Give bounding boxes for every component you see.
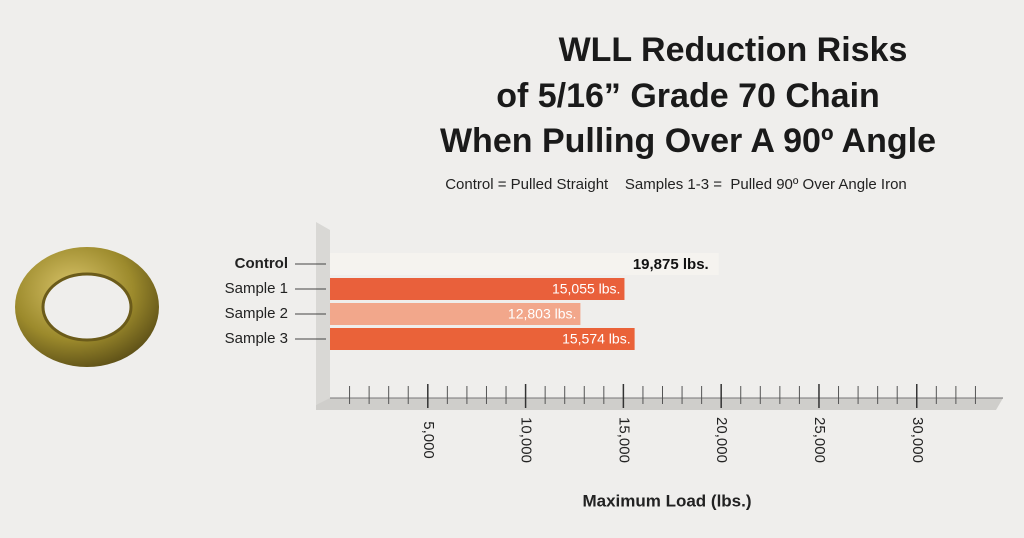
x-tick-label: 5,000	[420, 421, 437, 459]
y-tick-label: Sample 2	[225, 305, 288, 322]
axis-floor	[316, 398, 1003, 410]
x-tick-label: 25,000	[811, 417, 828, 463]
chart-title: When Pulling Over A 90º Angle	[440, 122, 936, 160]
value-label: 12,803 lbs.	[508, 306, 577, 322]
chart-title: of 5/16” Grade 70 Chain	[496, 77, 880, 115]
bar	[330, 328, 635, 350]
x-tick-label: 15,000	[615, 417, 632, 463]
chain-link-image	[15, 247, 159, 367]
chart-title: WLL Reduction Risks	[559, 31, 908, 69]
y-tick-label: Sample 3	[225, 330, 288, 347]
bar	[330, 303, 581, 325]
value-label: 15,574 lbs.	[562, 331, 631, 347]
x-tick-label: 20,000	[713, 417, 730, 463]
value-label: 15,055 lbs.	[552, 281, 621, 297]
x-tick-label: 30,000	[909, 417, 926, 463]
x-axis-label: Maximum Load (lbs.)	[582, 491, 751, 510]
bar	[330, 253, 719, 275]
chart-subtitle: Control = Pulled Straight Samples 1-3 = …	[445, 176, 907, 193]
bar	[330, 278, 625, 300]
value-label: 19,875 lbs.	[633, 256, 709, 273]
y-tick-label: Sample 1	[225, 280, 288, 297]
x-tick-label: 10,000	[518, 417, 535, 463]
y-tick-label: Control	[235, 255, 288, 272]
